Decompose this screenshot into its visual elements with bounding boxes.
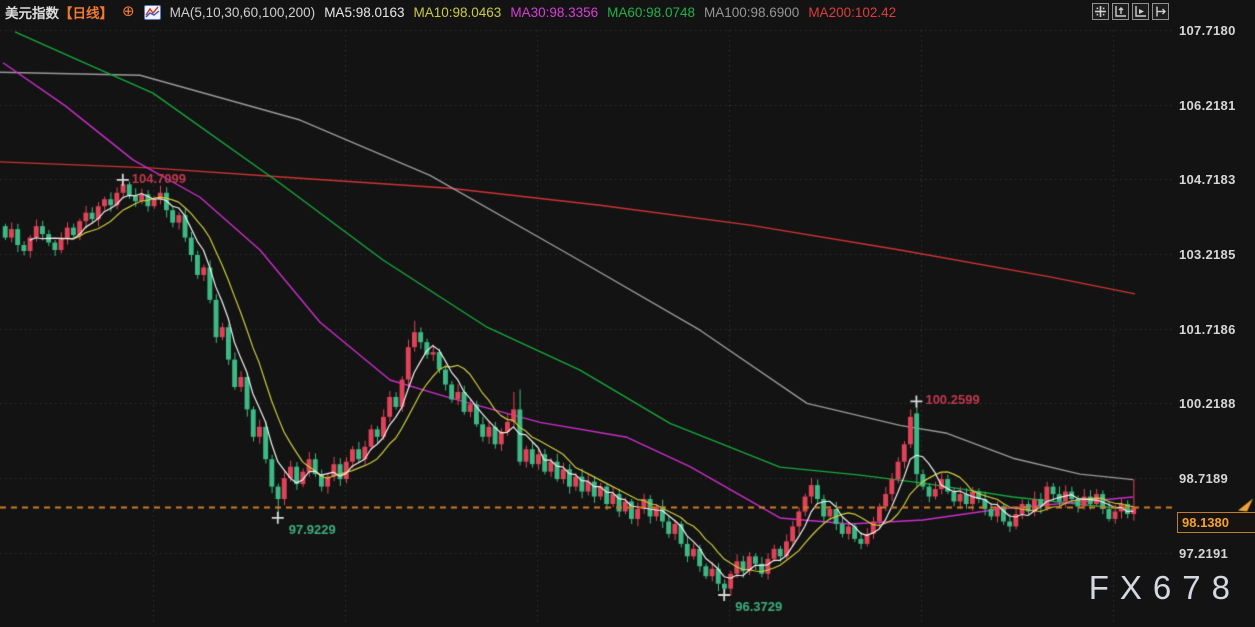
- last-price-box: 98.1380: [1177, 511, 1255, 533]
- ma60-value-label: MA60:98.0748: [607, 4, 695, 20]
- ma5-value-label: MA5:98.0163: [324, 4, 405, 20]
- add-indicator-icon[interactable]: ⊕: [122, 3, 135, 20]
- y-axis-tick-label: 103.2185: [1179, 247, 1236, 263]
- ma-group-label: MA(5,10,30,60,100,200): [169, 4, 316, 20]
- chart-header: 美元指数【日线】 ⊕ MA(5,10,30,60,100,200) MA5:98…: [5, 2, 896, 22]
- y-axis-tick-label: 101.7186: [1179, 321, 1236, 337]
- last-price-value: 98.1380: [1182, 514, 1229, 530]
- y-axis-tick-label: 107.7180: [1179, 23, 1236, 38]
- instrument-name: 美元指数: [5, 6, 59, 21]
- axis-scale-up-icon[interactable]: [1112, 3, 1129, 20]
- y-axis-tick-label: 100.2188: [1179, 396, 1236, 412]
- ma10-value-label: MA10:98.0463: [413, 4, 502, 20]
- timeframe-label[interactable]: 【日线】: [59, 6, 113, 21]
- y-axis-tick-label: 104.7183: [1179, 172, 1236, 188]
- chart-toolbar: [1092, 3, 1169, 20]
- line-chart-icon[interactable]: [143, 4, 161, 20]
- y-axis-tick-label: 106.2181: [1179, 97, 1236, 113]
- pan-crosshair-icon[interactable]: [1092, 3, 1109, 20]
- y-axis-tick-label: 98.7189: [1179, 471, 1229, 487]
- ma200-value-label: MA200:102.42: [808, 4, 897, 20]
- watermark-fx678: FX678: [1088, 569, 1241, 606]
- ma100-value-label: MA100:98.6900: [703, 4, 800, 20]
- jump-to-latest-icon[interactable]: [1152, 3, 1169, 20]
- axis-playback-icon[interactable]: [1132, 3, 1149, 20]
- ma30-value-label: MA30:98.3356: [510, 4, 599, 20]
- y-axis-tick-label: 97.2191: [1179, 545, 1229, 561]
- instrument-title: 美元指数【日线】: [5, 2, 113, 22]
